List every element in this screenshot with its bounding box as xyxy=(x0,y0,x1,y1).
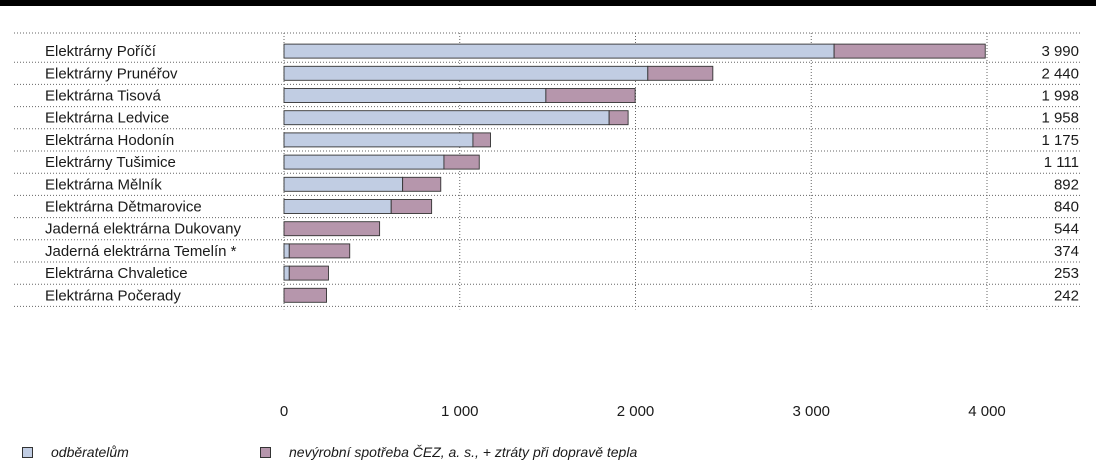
bar-odberatelum xyxy=(283,176,404,192)
bar-nevyrobni xyxy=(288,265,329,281)
total-value: 1 958 xyxy=(1041,110,1079,127)
category-label: Elektrárny Tušimice xyxy=(45,154,176,171)
category-label: Elektrárna Mělník xyxy=(45,176,162,193)
bar-nevyrobni xyxy=(283,287,327,303)
x-tick-label: 0 xyxy=(280,403,288,420)
bar-nevyrobni xyxy=(390,199,433,214)
x-tick-label: 1 000 xyxy=(441,403,479,420)
x-tick-label: 3 000 xyxy=(792,403,830,420)
legend-label-nevyrobni: nevýrobní spotřeba ČEZ, a. s., + ztráty … xyxy=(289,444,638,460)
category-label: Elektrárny Prunéřov xyxy=(45,65,178,82)
category-label: Elektrárna Počerady xyxy=(45,287,181,304)
bar-odberatelum xyxy=(283,88,547,103)
category-label: Elektrárna Hodonín xyxy=(45,132,174,149)
bar-chart: Elektrárny Poříčí 3 990 Elektrárny Prunéřo… xyxy=(14,32,1082,420)
category-label: Elektrárny Poříčí xyxy=(45,43,157,60)
bar-nevyrobni xyxy=(472,132,491,148)
bar-nevyrobni xyxy=(288,243,351,259)
total-value: 1 175 xyxy=(1041,132,1079,149)
bar-odberatelum xyxy=(283,110,610,126)
x-tick-label: 4 000 xyxy=(968,403,1006,420)
category-label: Elektrárna Ledvice xyxy=(45,110,169,127)
x-tick-label: 2 000 xyxy=(617,403,655,420)
total-value: 544 xyxy=(1054,221,1079,238)
bar-nevyrobni xyxy=(283,221,381,237)
header-bar xyxy=(0,0,1096,6)
legend: odběratelům nevýrobní spotřeba ČEZ, a. s… xyxy=(22,444,1082,460)
bar-nevyrobni xyxy=(833,43,986,59)
bar-odberatelum xyxy=(283,65,649,81)
bar-odberatelum xyxy=(283,154,445,170)
bar-nevyrobni xyxy=(608,110,629,126)
total-value: 1 111 xyxy=(1044,154,1079,171)
bar-odberatelum xyxy=(283,43,835,59)
legend-label-odberatelum: odběratelům xyxy=(51,444,129,460)
bar-odberatelum xyxy=(283,199,392,214)
bar-odberatelum xyxy=(283,132,474,148)
total-value: 242 xyxy=(1054,287,1079,304)
legend-item-odberatelum: odběratelům xyxy=(22,444,129,460)
total-value: 892 xyxy=(1054,176,1079,193)
total-value: 253 xyxy=(1054,265,1079,282)
total-value: 840 xyxy=(1054,199,1079,216)
bar-odberatelum xyxy=(283,265,290,281)
total-value: 374 xyxy=(1054,243,1079,260)
total-value: 3 990 xyxy=(1041,43,1079,60)
category-label: Jaderná elektrárna Dukovany xyxy=(45,221,241,238)
total-value: 1 998 xyxy=(1041,88,1079,105)
total-value: 2 440 xyxy=(1041,65,1079,82)
legend-swatch-nevyrobni xyxy=(260,446,271,458)
category-label: Elektrárna Tisová xyxy=(45,88,162,105)
bar-odberatelum xyxy=(283,243,290,259)
legend-swatch-odberatelum xyxy=(22,446,33,458)
category-label: Elektrárna Chvaletice xyxy=(45,265,188,282)
category-label: Jaderná elektrárna Temelín * xyxy=(45,243,237,260)
category-label: Elektrárna Dětmarovice xyxy=(45,199,202,216)
bar-nevyrobni xyxy=(443,154,480,170)
bar-nevyrobni xyxy=(545,88,636,103)
bar-nevyrobni xyxy=(647,65,714,81)
legend-item-nevyrobni: nevýrobní spotřeba ČEZ, a. s., + ztráty … xyxy=(260,444,637,460)
bar-nevyrobni xyxy=(402,176,442,192)
